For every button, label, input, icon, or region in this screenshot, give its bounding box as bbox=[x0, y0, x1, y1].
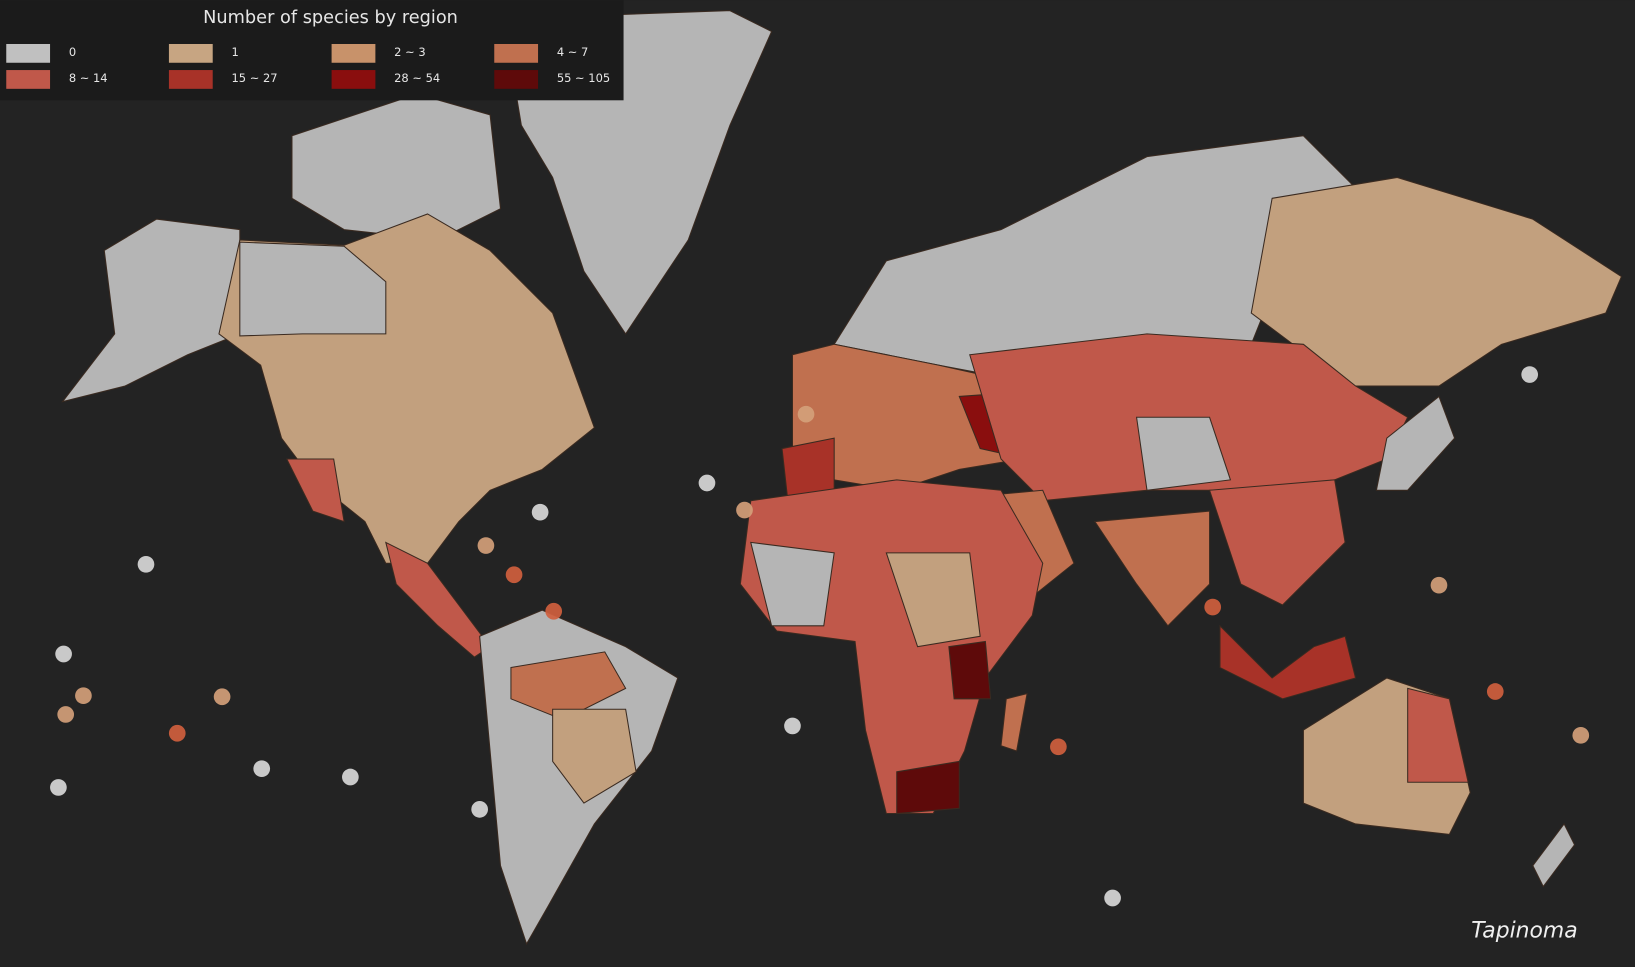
region bbox=[552, 708, 637, 804]
legend-swatch bbox=[331, 43, 376, 63]
island-dot bbox=[57, 706, 75, 723]
island-dot bbox=[1521, 366, 1539, 383]
legend-label: 2 ~ 3 bbox=[394, 45, 425, 59]
island-dot bbox=[168, 724, 186, 742]
island-dot bbox=[253, 760, 271, 778]
region bbox=[1219, 624, 1357, 700]
caption: Tapinoma bbox=[1471, 918, 1577, 943]
legend-label: 1 bbox=[231, 45, 238, 59]
region bbox=[781, 437, 835, 497]
island-dot bbox=[75, 687, 92, 705]
region bbox=[896, 760, 960, 815]
legend-label: 0 bbox=[69, 45, 76, 59]
legend-swatch bbox=[494, 43, 539, 63]
legend-swatch bbox=[331, 70, 376, 89]
region bbox=[285, 458, 345, 523]
region bbox=[239, 241, 387, 337]
island-dot bbox=[1430, 576, 1448, 594]
legend-swatch bbox=[494, 70, 539, 89]
region bbox=[1532, 822, 1576, 888]
legend-title: Number of species by region bbox=[203, 8, 458, 28]
island-dot bbox=[471, 801, 488, 818]
island-dot bbox=[784, 717, 801, 735]
legend-label: 15 ~ 27 bbox=[231, 71, 277, 85]
region bbox=[948, 640, 992, 700]
island-dot bbox=[1050, 738, 1067, 756]
legend-label: 8 ~ 14 bbox=[69, 71, 108, 85]
legend-swatch bbox=[6, 70, 51, 89]
island-dot bbox=[55, 645, 72, 663]
island-dot bbox=[1204, 598, 1222, 616]
region bbox=[1208, 479, 1346, 606]
region bbox=[1375, 395, 1456, 491]
island-dot bbox=[50, 779, 67, 796]
region bbox=[1000, 692, 1028, 752]
region bbox=[61, 218, 241, 403]
island-dot bbox=[213, 688, 231, 706]
island-dot bbox=[1104, 889, 1121, 907]
island-dot bbox=[342, 768, 359, 786]
island-dot bbox=[477, 537, 495, 554]
island-dot bbox=[505, 566, 523, 584]
island-dots bbox=[50, 366, 1590, 907]
island-dot bbox=[1572, 726, 1590, 744]
island-dot bbox=[545, 602, 563, 620]
island-dot bbox=[531, 503, 549, 521]
legend-swatch bbox=[6, 43, 51, 63]
island-dot bbox=[137, 555, 155, 573]
land-layer bbox=[61, 10, 1623, 946]
region bbox=[510, 651, 627, 721]
legend-label: 55 ~ 105 bbox=[557, 71, 610, 85]
island-dot bbox=[797, 405, 815, 423]
region bbox=[1093, 510, 1211, 627]
legend-swatch bbox=[168, 43, 213, 63]
region bbox=[1250, 176, 1623, 387]
legend: Number of species by region 0 1 2 ~ 3 4 ~ 7… bbox=[0, 0, 624, 101]
region bbox=[885, 552, 981, 648]
region bbox=[1135, 416, 1232, 491]
island-dot bbox=[1486, 683, 1504, 700]
legend-label: 4 ~ 7 bbox=[557, 45, 588, 59]
region bbox=[1407, 687, 1469, 783]
legend-label: 28 ~ 54 bbox=[394, 71, 440, 85]
island-dot bbox=[736, 501, 753, 519]
island-dot bbox=[698, 474, 716, 492]
region bbox=[750, 541, 835, 627]
legend-swatch bbox=[168, 70, 213, 89]
